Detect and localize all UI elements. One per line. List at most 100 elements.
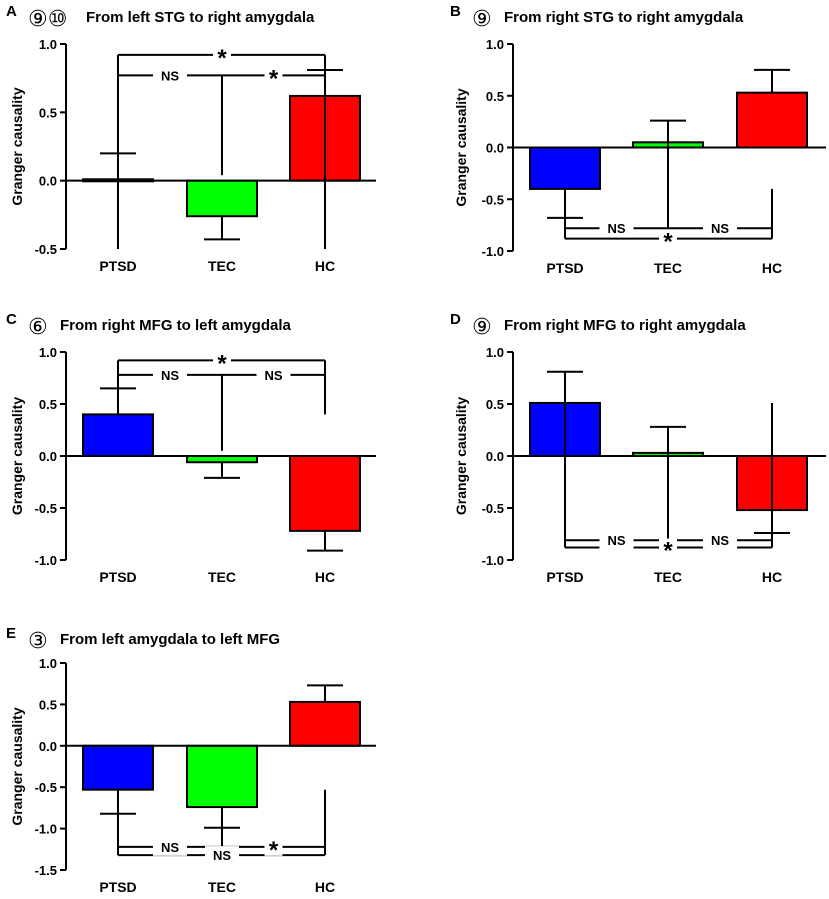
significance-label: *	[217, 45, 227, 72]
bar-ptsd	[529, 146, 601, 190]
y-tick-label: 0.0	[39, 174, 57, 189]
y-tick-label: -0.5	[482, 501, 504, 516]
bracket-label-bg	[599, 531, 634, 550]
category-label: HC	[762, 569, 782, 585]
significance-label: NS	[264, 368, 282, 383]
y-tick-label: 1.0	[486, 345, 504, 360]
significance-label: NS	[711, 221, 729, 236]
bracket-label-bg	[264, 837, 283, 856]
panel-letter: B	[450, 3, 461, 20]
category-label: PTSD	[546, 569, 583, 585]
significance-label: NS	[161, 368, 179, 383]
y-tick-label: -0.5	[482, 192, 504, 207]
bracket-label-bg	[153, 365, 187, 384]
bracket-label-bg	[213, 45, 231, 64]
bar-hc	[289, 700, 361, 747]
bracket-label-bg	[213, 351, 231, 370]
panel-letter: A	[6, 3, 17, 20]
bar-tec	[186, 744, 258, 809]
y-tick-label: -1.0	[35, 822, 57, 837]
bracket-label-bg	[256, 365, 291, 384]
significance-label: *	[217, 350, 227, 377]
bar-ptsd	[82, 413, 154, 457]
chart-title: From right MFG to left amygdala	[60, 317, 292, 334]
y-tick-label: 1.0	[39, 656, 57, 671]
y-tick-label: 1.0	[39, 345, 57, 360]
y-axis-label: Granger causality	[9, 87, 25, 205]
category-label: TEC	[208, 569, 236, 585]
y-tick-label: 0.0	[486, 449, 504, 464]
y-tick-label: 0.5	[486, 89, 504, 104]
bar-ptsd	[82, 744, 154, 791]
bar-hc	[736, 91, 808, 149]
panel-letter: C	[6, 311, 17, 328]
region-markers: ⑨	[472, 314, 492, 339]
significance-label: NS	[161, 68, 179, 83]
bracket-label-bg	[153, 837, 187, 856]
y-axis-label: Granger causality	[453, 88, 469, 206]
category-label: PTSD	[99, 569, 136, 585]
y-tick-label: 0.0	[39, 739, 57, 754]
y-tick-label: -1.0	[482, 244, 504, 259]
category-label: HC	[315, 879, 335, 895]
y-tick-label: 1.0	[39, 37, 57, 52]
y-tick-label: 1.0	[486, 37, 504, 52]
chart-title: From right MFG to right amygdala	[504, 317, 746, 334]
y-tick-label: 0.5	[39, 397, 57, 412]
panel-c: C ⑥ From right MFG to left amygdala -1.0 -0.…	[6, 311, 376, 585]
y-tick-label: 0.5	[486, 397, 504, 412]
bracket-label-bg	[659, 538, 677, 557]
y-axis-label: Granger causality	[9, 397, 25, 515]
significance-label: NS	[607, 221, 625, 236]
panel-d: D ⑨ From right MFG to right amygdala -1.0 -0…	[450, 311, 826, 585]
category-label: HC	[315, 569, 335, 585]
bracket-label-bg	[703, 219, 737, 238]
panel-letter: D	[450, 311, 461, 328]
y-tick-label: -0.5	[35, 501, 57, 516]
panel-b: B ⑨ From right STG to right amygdala -1.0 -0…	[450, 3, 826, 276]
significance-label: NS	[607, 533, 625, 548]
significance-label: NS	[161, 840, 179, 855]
y-tick-label: 0.5	[39, 105, 57, 120]
bracket-label-bg	[659, 229, 677, 248]
category-label: TEC	[208, 258, 236, 274]
bracket-label-bg	[599, 219, 634, 238]
significance-label: NS	[711, 533, 729, 548]
bracket-label-bg	[153, 66, 187, 85]
category-label: PTSD	[99, 258, 136, 274]
significance-label: *	[663, 538, 673, 565]
category-label: PTSD	[546, 260, 583, 276]
panel-e: E ③ From left amygdala to left MFG -1.5 -1.0…	[6, 625, 376, 895]
y-tick-label: -1.0	[35, 553, 57, 568]
y-tick-label: -1.0	[482, 553, 504, 568]
chart-title: From right STG to right amygdala	[504, 9, 744, 26]
y-tick-label: -0.5	[35, 780, 57, 795]
y-axis-label: Granger causality	[9, 707, 25, 825]
y-tick-label: -0.5	[35, 242, 57, 257]
y-tick-label: 0.0	[486, 141, 504, 156]
y-tick-label: 0.5	[39, 697, 57, 712]
category-label: PTSD	[99, 879, 136, 895]
category-label: HC	[762, 260, 782, 276]
panel-a: A ⑨⑩ From left STG to right amygdala -0.5 0.…	[6, 3, 376, 274]
category-label: TEC	[654, 569, 682, 585]
chart-title: From left amygdala to left MFG	[60, 631, 280, 648]
bracket-label-bg	[703, 531, 737, 550]
y-tick-label: 0.0	[39, 449, 57, 464]
region-markers: ⑨⑩	[28, 6, 67, 31]
bracket-label-bg	[205, 846, 239, 865]
chart-title: From left STG to right amygdala	[86, 9, 315, 26]
y-axis-label: Granger causality	[453, 397, 469, 515]
category-label: TEC	[654, 260, 682, 276]
category-label: HC	[315, 258, 335, 274]
significance-label: *	[663, 229, 673, 256]
region-markers: ③	[28, 628, 48, 653]
bar-tec	[186, 179, 258, 218]
region-markers: ⑨	[472, 6, 492, 31]
significance-label: *	[269, 65, 279, 92]
region-markers: ⑥	[28, 314, 48, 339]
significance-label: *	[269, 837, 279, 864]
significance-label: NS	[213, 848, 231, 863]
bar-hc	[289, 455, 361, 532]
